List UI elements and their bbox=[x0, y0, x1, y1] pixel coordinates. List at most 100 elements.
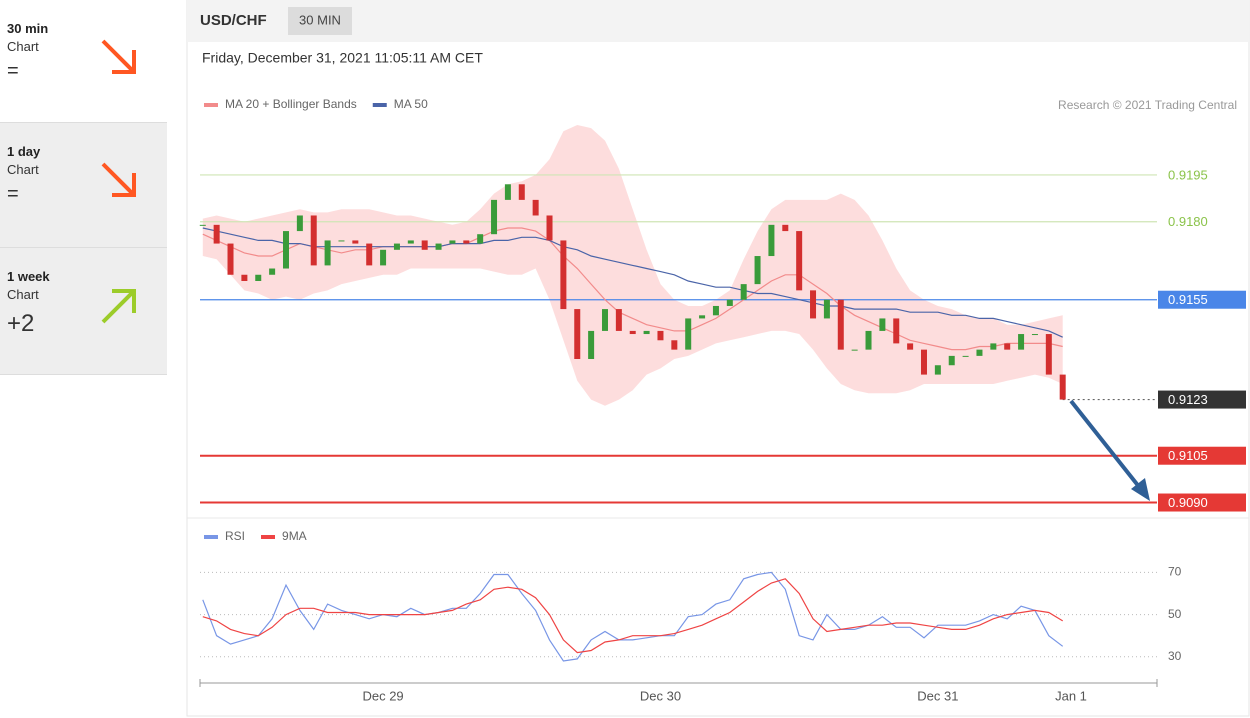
candle bbox=[685, 318, 692, 350]
candle bbox=[449, 240, 456, 244]
candle bbox=[948, 355, 955, 366]
item-score: = bbox=[7, 183, 19, 205]
interval: 30 MIN bbox=[299, 12, 341, 27]
candle bbox=[629, 330, 636, 335]
candle bbox=[1031, 334, 1038, 336]
candle bbox=[1045, 334, 1052, 375]
x-tick-label: Jan 1 bbox=[1055, 688, 1087, 703]
candle bbox=[851, 349, 858, 351]
candle bbox=[588, 330, 595, 359]
candle bbox=[893, 318, 900, 344]
candle bbox=[560, 240, 567, 310]
item-title: 30 min bbox=[7, 21, 49, 36]
candle bbox=[837, 299, 844, 350]
candle bbox=[754, 256, 761, 285]
item-score: +2 bbox=[7, 310, 35, 337]
item-subtitle: Chart bbox=[7, 162, 39, 177]
candle bbox=[407, 240, 414, 244]
candle bbox=[879, 318, 886, 331]
x-tick-label: Dec 31 bbox=[917, 688, 958, 703]
candle bbox=[296, 215, 303, 232]
candle bbox=[643, 330, 650, 335]
candle bbox=[976, 349, 983, 356]
candle bbox=[213, 224, 220, 244]
candle bbox=[199, 224, 206, 226]
candle bbox=[463, 240, 470, 244]
candle bbox=[574, 309, 581, 359]
candle bbox=[282, 231, 289, 269]
ma-line bbox=[202, 227, 1063, 338]
candle bbox=[310, 215, 317, 266]
candle bbox=[393, 243, 400, 250]
legend-label: RSI bbox=[225, 529, 245, 543]
candle bbox=[796, 231, 803, 291]
trend-icon bbox=[101, 289, 136, 324]
candle bbox=[782, 224, 789, 232]
candle bbox=[907, 343, 914, 350]
item-subtitle: Chart bbox=[7, 39, 39, 54]
candle bbox=[671, 340, 678, 350]
legend-label: MA 20 + Bollinger Bands bbox=[225, 97, 357, 111]
indicator-line bbox=[202, 578, 1064, 654]
candle bbox=[657, 330, 664, 341]
candle bbox=[920, 349, 927, 375]
level-label: 0.9105 bbox=[1168, 448, 1208, 463]
level-box bbox=[1158, 390, 1246, 409]
candle bbox=[1018, 334, 1025, 350]
item-title: 1 week bbox=[7, 269, 50, 284]
item-score: = bbox=[7, 60, 19, 82]
indicator-line bbox=[202, 571, 1064, 662]
ma-line bbox=[202, 227, 1063, 351]
candle bbox=[435, 243, 442, 250]
target-arrow bbox=[1069, 399, 1150, 501]
symbol: USD/CHF bbox=[200, 12, 267, 29]
candle bbox=[740, 284, 747, 300]
candle bbox=[1059, 374, 1066, 400]
sidebar-item[interactable]: 30 min Chart = bbox=[0, 0, 167, 123]
candle bbox=[380, 249, 387, 266]
candle bbox=[491, 199, 498, 235]
y-tick-label: 70 bbox=[1168, 565, 1182, 579]
interval-badge[interactable] bbox=[288, 7, 352, 35]
candle bbox=[324, 240, 331, 266]
datetime: Friday, December 31, 2021 11:05:11 AM CE… bbox=[202, 50, 483, 66]
candle bbox=[712, 305, 719, 316]
candle bbox=[546, 215, 553, 241]
level-box bbox=[1158, 493, 1246, 512]
candle bbox=[699, 315, 706, 319]
candle bbox=[255, 274, 262, 281]
item-subtitle: Chart bbox=[7, 287, 39, 302]
candle bbox=[477, 234, 484, 244]
credit: Research © 2021 Trading Central bbox=[1058, 98, 1237, 112]
legend-label: 9MA bbox=[282, 529, 307, 543]
candle bbox=[338, 240, 345, 242]
candle bbox=[865, 330, 872, 350]
level-label: 0.9155 bbox=[1168, 292, 1208, 307]
plot: 0.9195 0.9180 0.9155 0.9123 0.9105 0.9090 MA 2… bbox=[199, 97, 1246, 703]
candle bbox=[823, 299, 830, 319]
candle bbox=[227, 243, 234, 275]
candle bbox=[1004, 343, 1011, 350]
level-label: 0.9180 bbox=[1168, 214, 1208, 229]
sidebar-item[interactable]: 1 week Chart +2 bbox=[0, 248, 167, 375]
candle bbox=[366, 243, 373, 266]
candle bbox=[532, 199, 539, 216]
item-title: 1 day bbox=[7, 144, 41, 159]
trend-icon bbox=[101, 162, 136, 197]
y-tick-label: 50 bbox=[1168, 607, 1182, 621]
candle bbox=[504, 184, 511, 200]
candle bbox=[810, 290, 817, 319]
candle bbox=[421, 240, 428, 250]
level-box bbox=[1158, 446, 1246, 465]
candle bbox=[962, 355, 969, 357]
level-label: 0.9123 bbox=[1168, 392, 1208, 407]
sidebar-item[interactable]: 1 day Chart = bbox=[0, 123, 167, 248]
candle bbox=[352, 240, 359, 244]
chart-panel bbox=[186, 0, 1250, 717]
candle bbox=[615, 309, 622, 331]
level-box bbox=[1158, 290, 1246, 309]
x-tick-label: Dec 30 bbox=[640, 688, 681, 703]
candle bbox=[768, 224, 775, 257]
